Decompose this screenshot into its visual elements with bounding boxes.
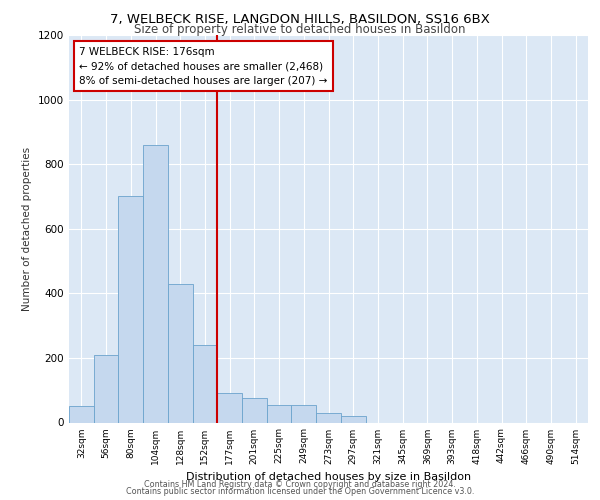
Bar [267, 404, 292, 422]
Bar [242, 398, 267, 422]
Text: 7, WELBECK RISE, LANGDON HILLS, BASILDON, SS16 6BX: 7, WELBECK RISE, LANGDON HILLS, BASILDON… [110, 12, 490, 26]
Bar [143, 145, 168, 422]
Bar [94, 354, 118, 422]
Bar [341, 416, 365, 422]
Bar [69, 406, 94, 422]
Text: Contains public sector information licensed under the Open Government Licence v3: Contains public sector information licen… [126, 488, 474, 496]
Bar [168, 284, 193, 422]
X-axis label: Distribution of detached houses by size in Basildon: Distribution of detached houses by size … [186, 472, 471, 482]
Bar [193, 345, 217, 422]
Bar [316, 413, 341, 422]
Text: Contains HM Land Registry data © Crown copyright and database right 2024.: Contains HM Land Registry data © Crown c… [144, 480, 456, 489]
Bar [217, 394, 242, 422]
Bar [292, 404, 316, 422]
Y-axis label: Number of detached properties: Number of detached properties [22, 146, 32, 311]
Text: Size of property relative to detached houses in Basildon: Size of property relative to detached ho… [134, 22, 466, 36]
Text: 7 WELBECK RISE: 176sqm
← 92% of detached houses are smaller (2,468)
8% of semi-d: 7 WELBECK RISE: 176sqm ← 92% of detached… [79, 46, 328, 86]
Bar [118, 196, 143, 422]
